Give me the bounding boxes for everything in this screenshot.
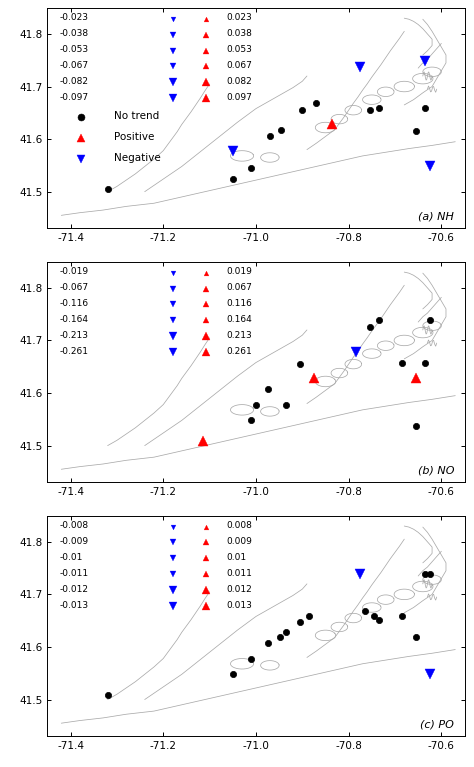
Text: -0.116: -0.116	[60, 299, 89, 308]
Text: 0.038: 0.038	[227, 29, 253, 38]
Text: 0.053: 0.053	[227, 45, 253, 54]
Text: (b) NO: (b) NO	[418, 466, 454, 476]
Text: -0.082: -0.082	[60, 77, 89, 86]
Text: -0.097: -0.097	[60, 93, 89, 102]
Text: -0.023: -0.023	[60, 13, 89, 22]
Text: 0.011: 0.011	[227, 569, 253, 578]
Text: -0.013: -0.013	[60, 601, 89, 610]
Text: No trend: No trend	[114, 110, 159, 120]
Text: (a) NH: (a) NH	[418, 212, 454, 222]
Text: 0.116: 0.116	[227, 299, 253, 308]
Text: 0.213: 0.213	[227, 331, 253, 340]
Text: 0.023: 0.023	[227, 13, 253, 22]
Text: -0.164: -0.164	[60, 314, 89, 324]
Text: -0.038: -0.038	[60, 29, 89, 38]
Text: 0.097: 0.097	[227, 93, 253, 102]
Text: 0.067: 0.067	[227, 61, 253, 70]
Text: 0.164: 0.164	[227, 314, 253, 324]
Text: -0.213: -0.213	[60, 331, 89, 340]
Text: -0.012: -0.012	[60, 584, 89, 594]
Text: -0.009: -0.009	[60, 537, 89, 546]
Text: 0.009: 0.009	[227, 537, 253, 546]
Text: 0.019: 0.019	[227, 267, 253, 276]
Text: Positive: Positive	[114, 132, 155, 142]
Text: 0.01: 0.01	[227, 553, 247, 562]
Text: -0.053: -0.053	[60, 45, 89, 54]
Text: 0.082: 0.082	[227, 77, 253, 86]
Text: 0.067: 0.067	[227, 283, 253, 292]
Text: -0.019: -0.019	[60, 267, 89, 276]
Text: 0.008: 0.008	[227, 521, 253, 530]
Text: Negative: Negative	[114, 153, 161, 163]
Text: (c) PO: (c) PO	[420, 719, 454, 729]
Text: -0.261: -0.261	[60, 347, 89, 356]
Text: 0.012: 0.012	[227, 584, 253, 594]
Text: -0.008: -0.008	[60, 521, 89, 530]
Text: -0.011: -0.011	[60, 569, 89, 578]
Text: -0.067: -0.067	[60, 61, 89, 70]
Text: 0.013: 0.013	[227, 601, 253, 610]
Text: -0.01: -0.01	[60, 553, 83, 562]
Text: -0.067: -0.067	[60, 283, 89, 292]
Text: 0.261: 0.261	[227, 347, 253, 356]
